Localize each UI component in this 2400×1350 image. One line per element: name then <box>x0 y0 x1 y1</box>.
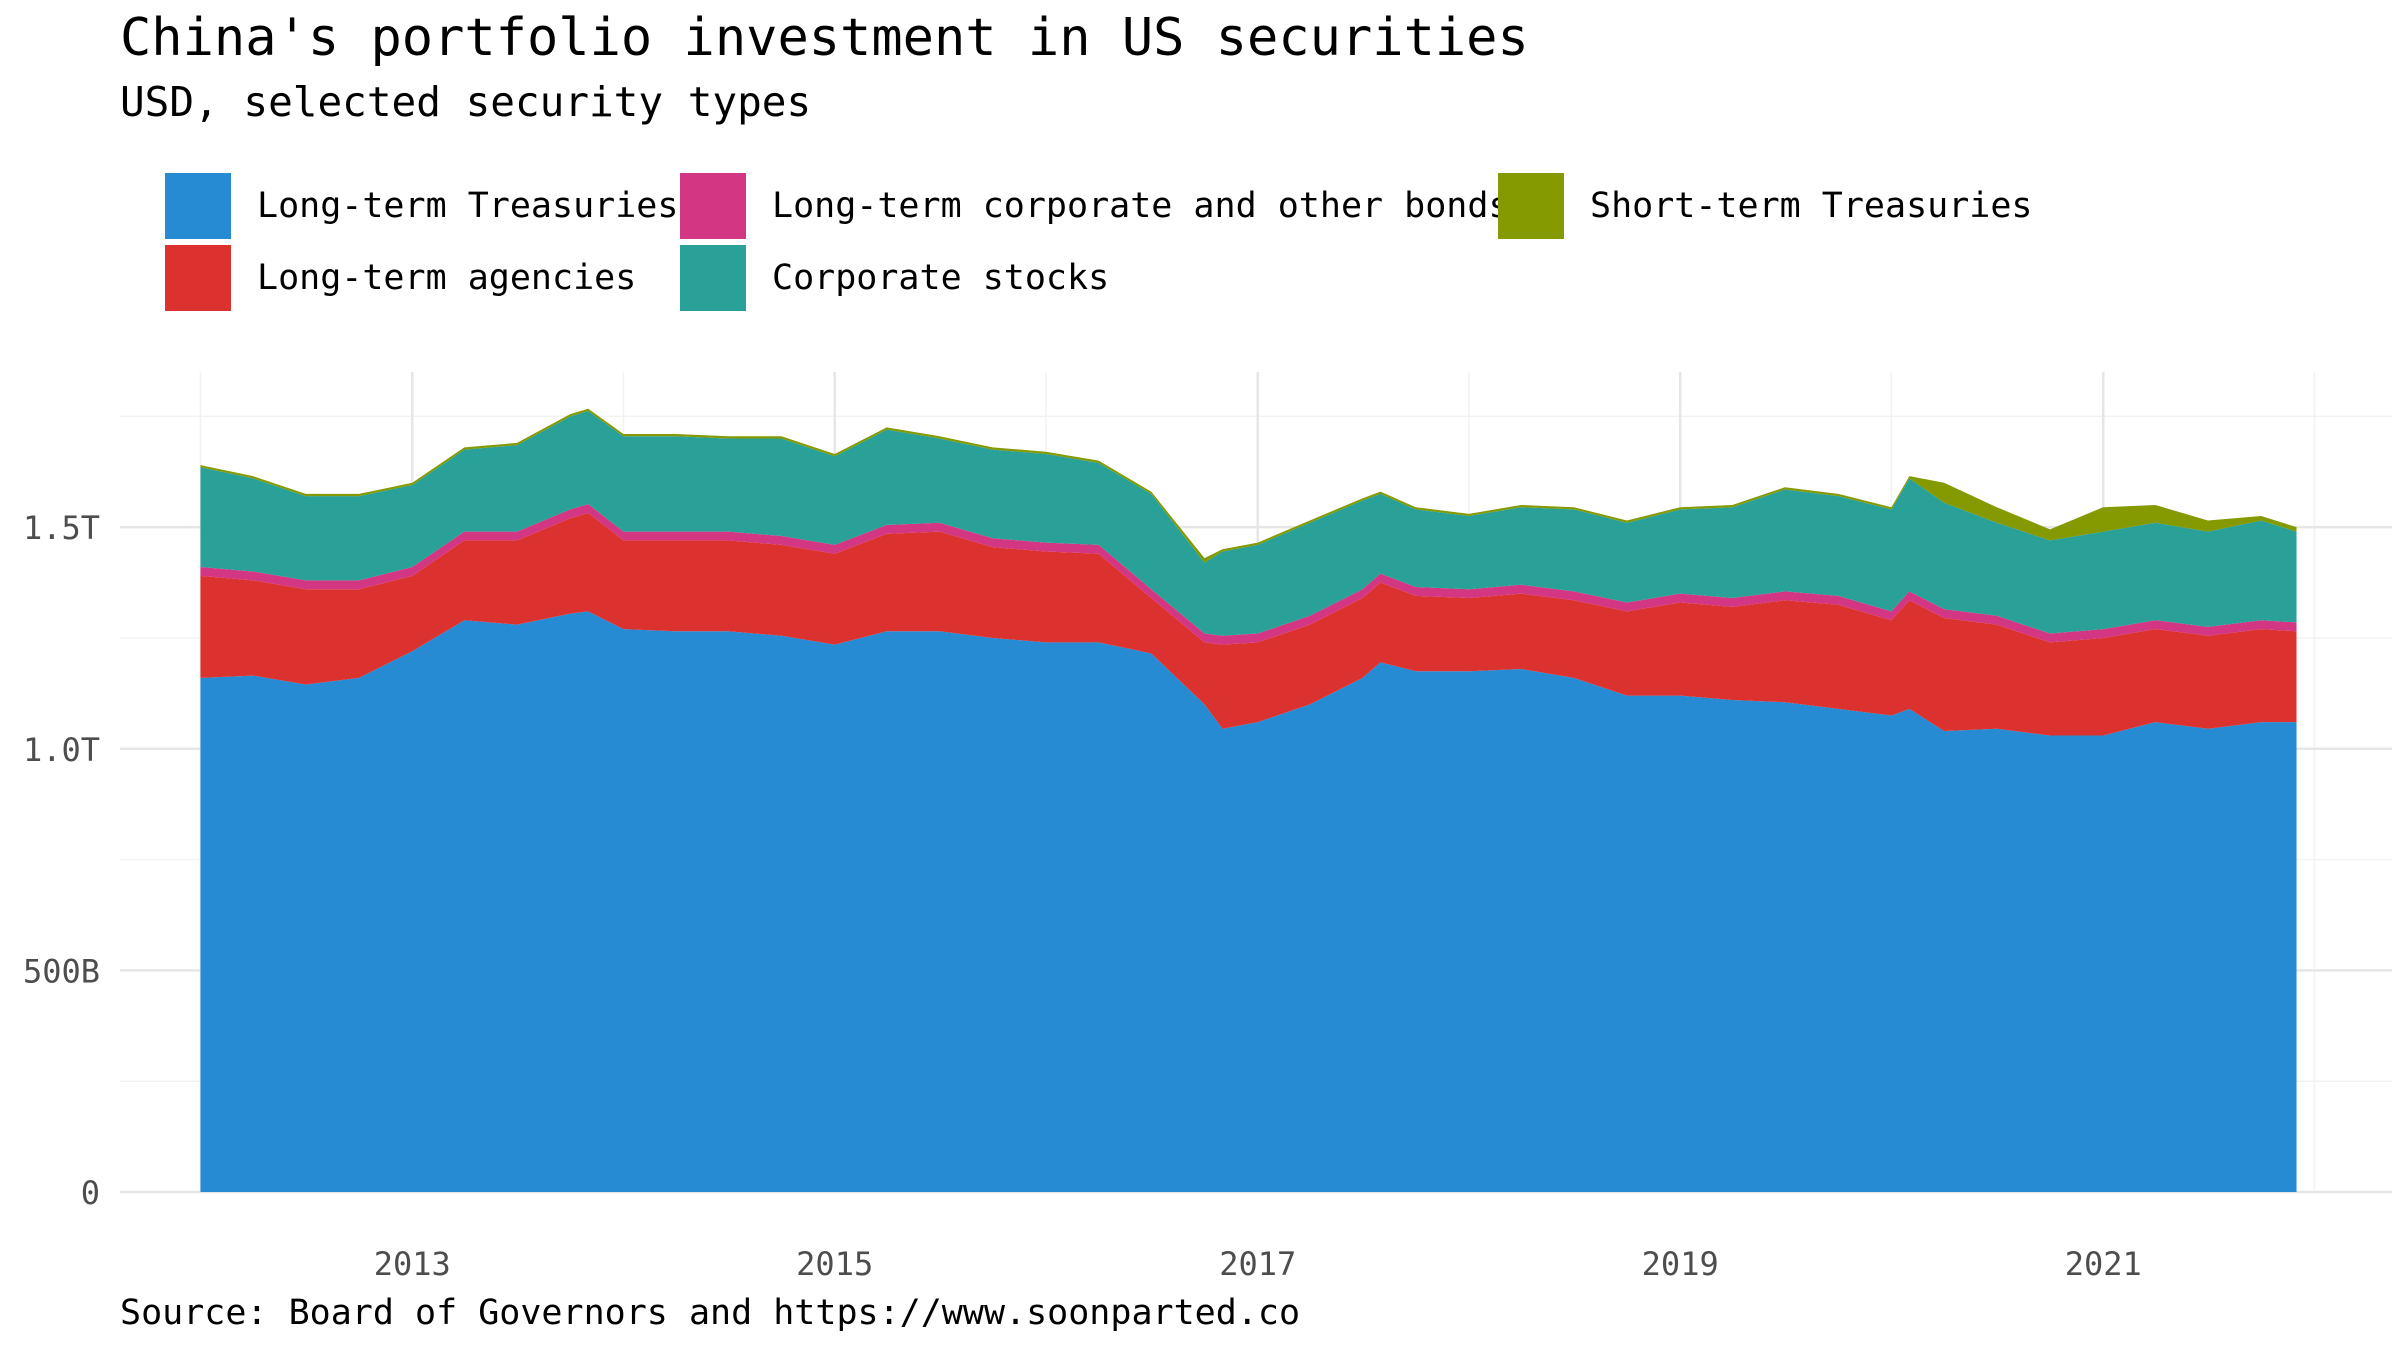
x-tick-label: 2021 <box>2065 1245 2142 1283</box>
x-tick-label: 2019 <box>1642 1245 1719 1283</box>
x-tick-label: 2013 <box>374 1245 451 1283</box>
area-long-term-treasuries <box>200 611 2297 1192</box>
legend-label-corporate-stocks: Corporate stocks <box>772 258 1110 298</box>
y-tick-label: 1.5T <box>23 509 100 547</box>
legend-key-short-term-treasuries <box>1498 173 1564 239</box>
y-tick-label: 0 <box>81 1174 100 1212</box>
legend-item-long-term-corporate-bonds: Long-term corporate and other bonds <box>680 172 1510 240</box>
legend-key-long-term-treasuries <box>165 173 231 239</box>
y-tick-label: 1.0T <box>23 731 100 769</box>
legend-item-long-term-treasuries: Long-term Treasuries <box>165 172 678 240</box>
legend-label-long-term-agencies: Long-term agencies <box>257 258 637 298</box>
area-long-term-agencies <box>200 512 2297 736</box>
chart-subtitle: USD, selected security types <box>120 78 812 126</box>
legend-label-short-term-treasuries: Short-term Treasuries <box>1590 186 2033 226</box>
legend-label-long-term-treasuries: Long-term Treasuries <box>257 186 679 226</box>
legend-key-corporate-stocks <box>680 245 746 311</box>
y-tick-label: 500B <box>23 952 100 990</box>
x-tick-label: 2017 <box>1219 1245 1296 1283</box>
x-tick-label: 2015 <box>796 1245 873 1283</box>
legend-label-long-term-corporate-bonds: Long-term corporate and other bonds <box>772 186 1510 226</box>
chart-title: China's portfolio investment in US secur… <box>120 8 1529 68</box>
area-corporate-stocks <box>200 411 2297 636</box>
area-long-term-corporate-bonds <box>200 504 2297 645</box>
legend-item-long-term-agencies: Long-term agencies <box>165 244 636 312</box>
chart-source: Source: Board of Governors and https://w… <box>120 1293 1301 1333</box>
legend-item-short-term-treasuries: Short-term Treasuries <box>1498 172 2033 240</box>
legend-key-long-term-corporate-bonds <box>680 173 746 239</box>
legend-item-corporate-stocks: Corporate stocks <box>680 244 1109 312</box>
legend-key-long-term-agencies <box>165 245 231 311</box>
